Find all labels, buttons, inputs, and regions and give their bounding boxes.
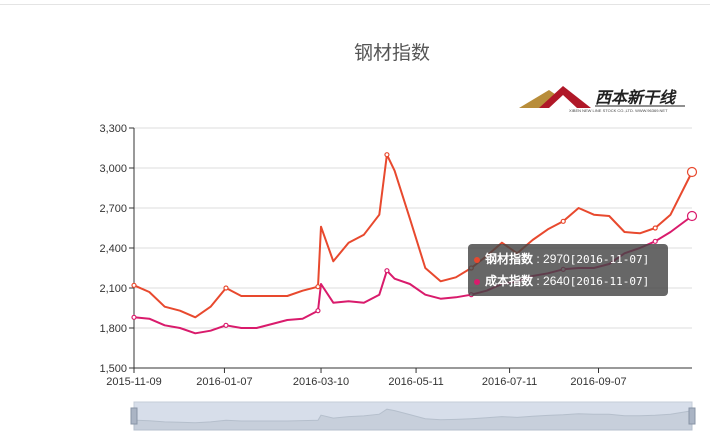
logo: 西本新干线 XIBEN NEW LINE STOCK CO.,LTD. WWW.… (519, 86, 685, 113)
x-tick-label: 2016-07-11 (482, 376, 537, 388)
datazoom-preview (133, 408, 693, 431)
x-tick-label: 2016-03-10 (293, 376, 349, 388)
data-point (652, 225, 658, 231)
tooltip-row-cost: 成本指数 : 2640[2016-11-07] (468, 270, 668, 292)
x-tick-label: 2016-09-07 (570, 376, 626, 388)
chart-title: 钢材指数 (353, 43, 430, 64)
top-divider (0, 0, 710, 5)
y-tick-label: 1,800 (99, 323, 127, 335)
y-tick-label: 2,100 (99, 283, 127, 295)
y-tick-label: 2,400 (99, 243, 127, 255)
data-point (652, 238, 658, 244)
y-axis: 3,300 3,000 2,700 2,400 2,100 1,800 1,500 (99, 123, 135, 375)
series-color-dot (474, 256, 480, 263)
y-tick-label: 3,000 (99, 163, 127, 175)
data-point (384, 152, 390, 158)
tooltip-row-steel: 钢材指数 : 2970[2016-11-07] (468, 248, 668, 270)
data-point (686, 166, 698, 178)
logo-subtext: XIBEN NEW LINE STOCK CO.,LTD. WWW.96369.… (569, 108, 668, 113)
series-color-dot (474, 278, 480, 285)
y-tick-label: 2,700 (99, 203, 127, 215)
y-tick-label: 3,300 (99, 123, 127, 135)
data-point (131, 314, 137, 320)
x-axis: 2015-11-09 2016-01-07 2016-03-10 2016-05-11… (106, 368, 627, 388)
y-tick-label: 1,500 (99, 363, 127, 375)
data-point (223, 285, 229, 291)
logo-text: 西本新干线 (595, 88, 677, 107)
datazoom-handle-right (688, 407, 696, 425)
data-point (223, 322, 229, 328)
x-tick-label: 2016-01-07 (196, 376, 252, 388)
datazoom-slider[interactable] (130, 401, 696, 431)
data-point (686, 210, 698, 222)
series-line-0 (133, 153, 693, 319)
tooltip: 钢材指数 : 2970[2016-11-07] 成本指数 : 2640[2016… (468, 244, 668, 296)
datazoom-handle-left (130, 407, 138, 425)
data-point (384, 268, 390, 274)
x-tick-label: 2016-05-11 (388, 376, 443, 388)
data-point (131, 282, 137, 288)
data-point (315, 308, 321, 314)
x-tick-label: 2015-11-09 (106, 376, 161, 388)
data-point (560, 218, 566, 224)
data-point (315, 284, 321, 290)
